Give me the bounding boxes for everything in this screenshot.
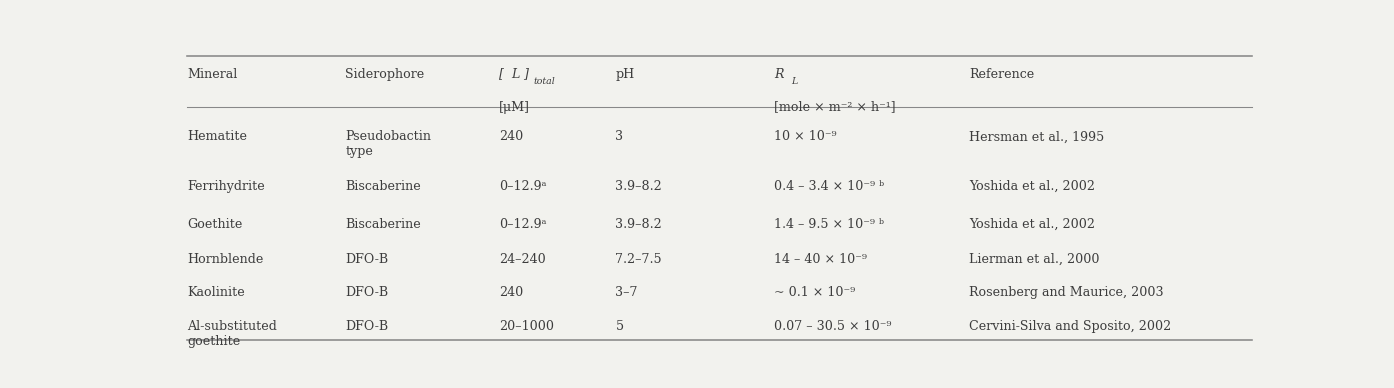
Text: Hematite: Hematite bbox=[187, 130, 247, 143]
Text: 0–12.9ᵃ: 0–12.9ᵃ bbox=[499, 180, 546, 192]
Text: 5: 5 bbox=[615, 319, 623, 332]
Text: L: L bbox=[792, 76, 797, 85]
Text: Pseudobactin
type: Pseudobactin type bbox=[344, 130, 431, 158]
Text: Cervini-Silva and Sposito, 2002: Cervini-Silva and Sposito, 2002 bbox=[969, 319, 1171, 332]
Text: 7.2–7.5: 7.2–7.5 bbox=[615, 252, 662, 265]
Text: [μM]: [μM] bbox=[499, 100, 530, 113]
Text: Al-substituted
goethite: Al-substituted goethite bbox=[187, 319, 277, 347]
Text: DFO-B: DFO-B bbox=[344, 319, 388, 332]
Text: Mineral: Mineral bbox=[187, 68, 237, 80]
Text: ]: ] bbox=[523, 68, 528, 80]
Text: ~ 0.1 × 10⁻⁹: ~ 0.1 × 10⁻⁹ bbox=[774, 285, 855, 298]
Text: Siderophore: Siderophore bbox=[344, 68, 424, 80]
Text: 10 × 10⁻⁹: 10 × 10⁻⁹ bbox=[774, 130, 836, 143]
Text: Yoshida et al., 2002: Yoshida et al., 2002 bbox=[969, 180, 1094, 192]
Text: 0–12.9ᵃ: 0–12.9ᵃ bbox=[499, 217, 546, 230]
Text: total: total bbox=[533, 76, 555, 85]
Text: pH: pH bbox=[615, 68, 634, 80]
Text: 3–7: 3–7 bbox=[615, 285, 637, 298]
Text: Lierman et al., 2000: Lierman et al., 2000 bbox=[969, 252, 1098, 265]
Text: 24–240: 24–240 bbox=[499, 252, 545, 265]
Text: 0.4 – 3.4 × 10⁻⁹ ᵇ: 0.4 – 3.4 × 10⁻⁹ ᵇ bbox=[774, 180, 884, 192]
Text: Kaolinite: Kaolinite bbox=[187, 285, 245, 298]
Text: 3.9–8.2: 3.9–8.2 bbox=[615, 180, 662, 192]
Text: 3: 3 bbox=[615, 130, 623, 143]
Text: Ferrihydrite: Ferrihydrite bbox=[187, 180, 265, 192]
Text: Biscaberine: Biscaberine bbox=[344, 180, 421, 192]
Text: 20–1000: 20–1000 bbox=[499, 319, 553, 332]
Text: DFO-B: DFO-B bbox=[344, 285, 388, 298]
Text: Hornblende: Hornblende bbox=[187, 252, 263, 265]
Text: Yoshida et al., 2002: Yoshida et al., 2002 bbox=[969, 217, 1094, 230]
Text: 240: 240 bbox=[499, 130, 523, 143]
Text: R: R bbox=[774, 68, 783, 80]
Text: Goethite: Goethite bbox=[187, 217, 243, 230]
Text: 3.9–8.2: 3.9–8.2 bbox=[615, 217, 662, 230]
Text: Rosenberg and Maurice, 2003: Rosenberg and Maurice, 2003 bbox=[969, 285, 1163, 298]
Text: 0.07 – 30.5 × 10⁻⁹: 0.07 – 30.5 × 10⁻⁹ bbox=[774, 319, 891, 332]
Text: Biscaberine: Biscaberine bbox=[344, 217, 421, 230]
Text: 240: 240 bbox=[499, 285, 523, 298]
Text: 14 – 40 × 10⁻⁹: 14 – 40 × 10⁻⁹ bbox=[774, 252, 867, 265]
Text: Hersman et al., 1995: Hersman et al., 1995 bbox=[969, 130, 1104, 143]
Text: 1.4 – 9.5 × 10⁻⁹ ᵇ: 1.4 – 9.5 × 10⁻⁹ ᵇ bbox=[774, 217, 884, 230]
Text: DFO-B: DFO-B bbox=[344, 252, 388, 265]
Text: [: [ bbox=[499, 68, 503, 80]
Text: L: L bbox=[512, 68, 520, 80]
Text: [mole × m⁻² × h⁻¹]: [mole × m⁻² × h⁻¹] bbox=[774, 100, 895, 113]
Text: Reference: Reference bbox=[969, 68, 1033, 80]
